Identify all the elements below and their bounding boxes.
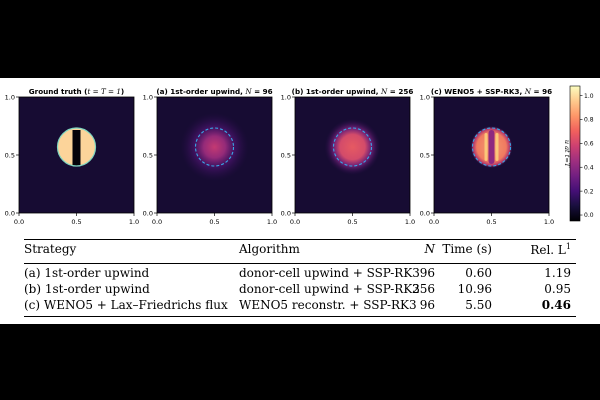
y-tick-label: 0.5 [420,151,430,159]
row-a-algorithm: donor-cell upwind + SSP-RK3 [239,266,420,280]
x-tick-label: 0.0 [152,218,162,226]
reference-outline [194,127,235,167]
panel-title: (b) 1st-order upwind, N = 256 [292,87,414,96]
panel-title: Ground truth (t = T = 1) [29,87,124,96]
table-row: (b) 1st-order upwind donor-cell upwind +… [0,282,600,299]
colorbar-tick-label: 0.6 [584,141,594,148]
panel-title-math: N [380,87,388,96]
row-c-time: 5.50 [465,298,492,312]
figure: Ground truth (t = T = 1) 0.0 0.5 1.0 1.0 0.5 0… [0,78,600,324]
x-tick-label: 0.0 [14,218,24,226]
row-b-rel: 0.95 [544,282,571,296]
panel-2 [294,96,411,214]
header-time: Time (s) [442,242,492,256]
x-tick-label: 0.5 [347,218,357,226]
header-rel-error-sup: 1 [565,242,571,251]
diffused-blob [180,113,249,181]
header-rel-error: Rel. L1 [530,242,571,257]
y-tick-label: 0.5 [5,151,15,159]
header-rel-error-label: Rel. L [530,243,566,257]
table-bottom-rule [24,316,576,317]
row-c-algorithm: WENO5 reconstr. + SSP-RK3 [239,298,417,312]
slot-edge [484,133,488,161]
panel-title-prefix: (a) 1st-order upwind, [156,87,245,96]
table-mid-rule [24,263,576,264]
panel-title-math: t = T = 1 [87,87,120,96]
x-tick-label: 1.0 [267,218,277,226]
panel-title-prefix: Ground truth ( [29,87,88,96]
colorbar [569,85,581,222]
diffused-blob [324,119,381,175]
panel-title-suffix: ) [121,87,124,96]
y-tick-label: 1.0 [281,93,291,101]
row-c-strategy: (c) WENO5 + Lax–Friedrichs flux [24,298,228,312]
header-algorithm: Algorithm [239,242,300,256]
header-n: N [424,242,436,256]
row-a-rel: 1.19 [544,266,571,280]
x-tick-label: 0.0 [429,218,439,226]
x-tick-label: 0.5 [486,218,496,226]
panel-title-prefix: (c) WENO5 + SSP-RK3, [431,87,525,96]
panel-title: (a) 1st-order upwind, N = 96 [156,87,272,96]
panel-0 [18,96,135,214]
slot-shape [488,130,495,164]
y-tick-label: 0.0 [5,209,15,217]
panel-title-suffix: = 256 [387,87,413,96]
y-tick-label: 0.5 [281,151,291,159]
row-c-rel: 0.46 [541,298,571,312]
colorbar-tick-label: 0.2 [584,188,594,195]
panel-title-suffix: = 96 [531,87,552,96]
panel-title-math: N [524,87,532,96]
x-tick-label: 1.0 [544,218,554,226]
table-row: (c) WENO5 + Lax–Friedrichs flux WENO5 re… [0,298,600,315]
slot-edge [495,133,499,161]
row-a-strategy: (a) 1st-order upwind [24,266,150,280]
y-tick-label: 0.0 [281,209,291,217]
y-tick-label: 0.5 [143,151,153,159]
slot-shape [72,130,81,166]
colorbar-tick-label: 0.0 [584,212,594,219]
plots-area: Ground truth (t = T = 1) 0.0 0.5 1.0 1.0 0.5 0… [5,85,594,226]
reference-outline [332,127,373,167]
y-tick-label: 1.0 [420,93,430,101]
results-table: Strategy Algorithm N Time (s) Rel. L1 (a… [0,78,600,324]
colorbar-tick-label: 0.8 [584,117,594,124]
panel-title-suffix: = 96 [252,87,273,96]
y-tick-label: 1.0 [5,93,15,101]
y-tick-label: 1.0 [143,93,153,101]
header-strategy: Strategy [24,242,77,256]
colorbar-tick-label: 1.0 [584,93,594,100]
colorbar-tick-label: 0.4 [584,164,594,171]
table-row: (a) 1st-order upwind donor-cell upwind +… [0,266,600,283]
panel-title-prefix: (b) 1st-order upwind, [292,87,381,96]
row-a-n: 96 [419,266,435,280]
x-tick-label: 0.0 [290,218,300,226]
panel-title-math: N [244,87,252,96]
row-a-time: 0.60 [465,266,492,280]
colorbar-label: u at t=T [563,140,571,168]
table-header: Strategy Algorithm N Time (s) Rel. L1 [0,242,600,259]
x-tick-label: 0.5 [209,218,219,226]
reference-outline [471,127,512,167]
x-tick-label: 1.0 [129,218,139,226]
y-tick-label: 0.0 [143,209,153,217]
x-tick-label: 1.0 [405,218,415,226]
panel-3 [433,96,550,214]
row-b-time: 10.96 [457,282,492,296]
row-b-n: 256 [412,282,435,296]
row-b-algorithm: donor-cell upwind + SSP-RK3 [239,282,420,296]
panel-title: (c) WENO5 + SSP-RK3, N = 96 [431,87,552,96]
y-tick-label: 0.0 [420,209,430,217]
x-tick-label: 0.5 [71,218,81,226]
disk-outline [56,127,97,167]
row-c-n: 96 [419,298,435,312]
table-top-rule [24,239,576,240]
row-b-strategy: (b) 1st-order upwind [24,282,150,296]
